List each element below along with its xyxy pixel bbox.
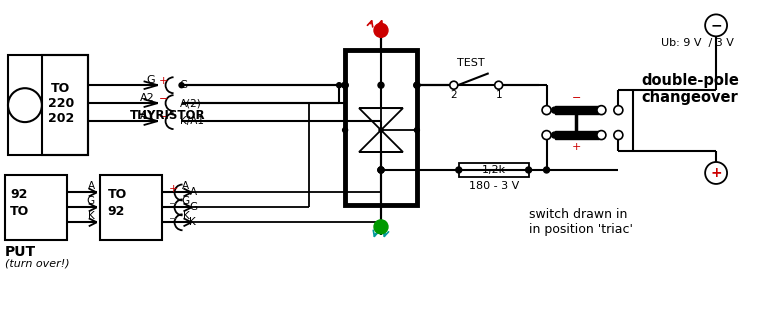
- Circle shape: [378, 167, 384, 173]
- Text: −: −: [571, 93, 581, 103]
- Text: A: A: [88, 181, 95, 191]
- Text: K/A1: K/A1: [180, 116, 203, 126]
- Text: TO: TO: [10, 205, 29, 218]
- Circle shape: [542, 131, 551, 139]
- Circle shape: [414, 82, 420, 88]
- Text: −: −: [170, 200, 177, 209]
- Circle shape: [415, 128, 419, 133]
- Circle shape: [552, 132, 558, 138]
- Text: G: G: [180, 80, 187, 90]
- Circle shape: [597, 131, 606, 139]
- Text: 92: 92: [108, 205, 125, 218]
- Text: TEST: TEST: [457, 58, 484, 68]
- Text: G: G: [86, 196, 95, 206]
- Text: −: −: [159, 112, 168, 122]
- Text: 2: 2: [451, 90, 457, 100]
- Circle shape: [614, 131, 623, 139]
- Bar: [5, 175, 67, 240]
- Text: 1: 1: [496, 90, 502, 100]
- Text: Ub: 9 V  / 3 V: Ub: 9 V / 3 V: [661, 38, 734, 48]
- Text: G: G: [190, 202, 197, 212]
- Text: A2: A2: [140, 93, 155, 103]
- Text: A1: A1: [140, 111, 155, 121]
- Circle shape: [705, 14, 727, 36]
- Text: 202: 202: [47, 111, 74, 124]
- Text: in position 'triac': in position 'triac': [529, 223, 633, 236]
- Circle shape: [379, 128, 383, 132]
- Text: K: K: [88, 211, 95, 221]
- Circle shape: [378, 167, 384, 173]
- Bar: [555, 131, 600, 139]
- Circle shape: [378, 82, 384, 88]
- Bar: [99, 175, 161, 240]
- Circle shape: [342, 82, 348, 88]
- Circle shape: [414, 82, 420, 88]
- Circle shape: [542, 106, 551, 115]
- Text: −: −: [159, 94, 168, 104]
- Circle shape: [374, 220, 388, 234]
- Circle shape: [342, 82, 348, 88]
- Text: −: −: [710, 19, 722, 32]
- Text: TO: TO: [51, 82, 70, 95]
- Text: 220: 220: [47, 97, 74, 110]
- Text: A: A: [190, 188, 197, 198]
- Circle shape: [552, 107, 558, 113]
- Circle shape: [450, 81, 457, 89]
- Text: changeover: changeover: [641, 90, 738, 105]
- Circle shape: [343, 128, 347, 133]
- Circle shape: [378, 167, 384, 173]
- Text: G: G: [181, 196, 190, 206]
- Text: −: −: [170, 214, 177, 224]
- Text: +: +: [710, 166, 722, 180]
- Text: +: +: [571, 142, 581, 152]
- Text: double-pole: double-pole: [641, 73, 739, 88]
- Bar: [345, 50, 417, 205]
- Circle shape: [597, 106, 606, 115]
- Text: +: +: [159, 76, 168, 86]
- Text: K: K: [190, 217, 197, 227]
- Circle shape: [374, 23, 388, 37]
- Text: switch drawn in: switch drawn in: [529, 208, 627, 221]
- Text: A: A: [182, 181, 190, 191]
- Circle shape: [179, 83, 184, 88]
- Circle shape: [526, 167, 532, 173]
- Circle shape: [705, 162, 727, 184]
- Text: K: K: [183, 211, 190, 221]
- Circle shape: [456, 167, 462, 173]
- Text: +: +: [169, 185, 178, 194]
- Text: 92: 92: [10, 188, 28, 202]
- Text: G: G: [146, 75, 155, 85]
- Text: A(2): A(2): [180, 98, 201, 108]
- Text: PUT: PUT: [5, 245, 36, 259]
- Text: THYRISTOR: THYRISTOR: [130, 109, 205, 122]
- Circle shape: [614, 106, 623, 115]
- Text: (turn over!): (turn over!): [5, 259, 70, 269]
- Bar: [459, 163, 529, 177]
- Text: TO: TO: [108, 188, 127, 202]
- Circle shape: [544, 167, 549, 173]
- Circle shape: [495, 81, 503, 89]
- Text: 180 - 3 V: 180 - 3 V: [469, 181, 519, 191]
- Bar: [42, 55, 88, 155]
- Bar: [8, 55, 88, 155]
- Circle shape: [337, 83, 342, 88]
- Bar: [555, 106, 600, 114]
- Text: 1,2k: 1,2k: [482, 165, 506, 175]
